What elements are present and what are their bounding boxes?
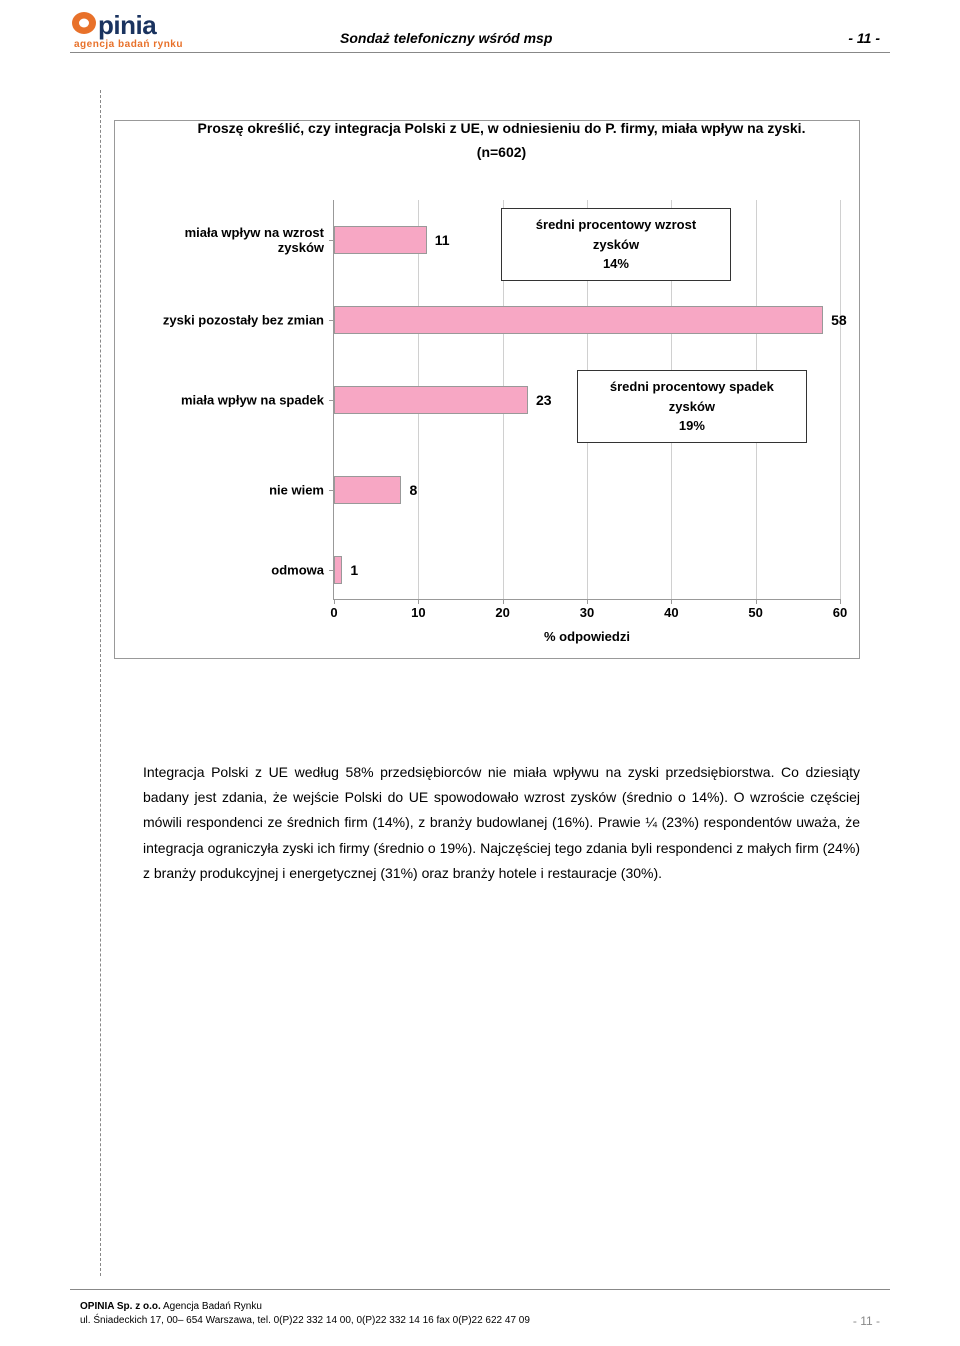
narrative-text: Integracja Polski z UE według 58% przeds… [143, 760, 860, 886]
bar [334, 476, 401, 504]
y-category-label: odmowa [154, 563, 334, 578]
bar-chart: % odpowiedzi 0102030405060miała wpływ na… [153, 200, 860, 640]
annotation-line1: średni procentowy wzrost zysków [512, 215, 720, 254]
bar-row: zyski pozostały bez zmian58 [334, 300, 840, 340]
chart-title: Proszę określić, czy integracja Polski z… [113, 120, 890, 136]
plot-area: % odpowiedzi 0102030405060miała wpływ na… [333, 200, 840, 600]
bar [334, 226, 427, 254]
header-divider [70, 52, 890, 53]
chart-n-label: (n=602) [113, 144, 890, 160]
y-category-label: zyski pozostały bez zmian [154, 313, 334, 328]
footer-company-suffix: Agencja Badań Rynku [161, 1301, 262, 1312]
logo-icon [70, 10, 98, 41]
annotation-line2: 14% [512, 254, 720, 274]
y-category-label: miała wpływ na spadek [154, 393, 334, 408]
content-area: Proszę określić, czy integracja Polski z… [100, 90, 890, 1276]
bar-value-label: 1 [350, 562, 358, 578]
x-tick-label: 10 [411, 599, 425, 620]
x-tick-label: 0 [330, 599, 337, 620]
y-category-label: miała wpływ na wzrost zysków [154, 225, 334, 255]
bar-row: nie wiem8 [334, 470, 840, 510]
annotation-line1: średni procentowy spadek zysków [588, 377, 796, 416]
document-title: Sondaż telefoniczny wśród msp [340, 30, 552, 46]
bar [334, 556, 342, 584]
page-footer: OPINIA Sp. z o.o. Agencja Badań Rynku ul… [80, 1300, 880, 1328]
bar-value-label: 23 [536, 392, 552, 408]
bar [334, 306, 823, 334]
y-category-label: nie wiem [154, 483, 334, 498]
bar-value-label: 11 [435, 232, 450, 248]
logo-block: pinia agencja badań rynku [70, 10, 183, 50]
footer-address: ul. Śniadeckich 17, 00– 654 Warszawa, te… [80, 1315, 530, 1326]
bar-value-label: 58 [831, 312, 847, 328]
footer-left: OPINIA Sp. z o.o. Agencja Badań Rynku ul… [80, 1300, 530, 1328]
x-tick-label: 30 [580, 599, 594, 620]
chart-annotation: średni procentowy wzrost zysków14% [501, 208, 731, 281]
x-tick-label: 20 [495, 599, 509, 620]
chart-annotation: średni procentowy spadek zysków19% [577, 370, 807, 443]
x-tick-label: 40 [664, 599, 678, 620]
annotation-line2: 19% [588, 416, 796, 436]
logo-sub-text: agencja badań rynku [70, 39, 183, 50]
bar-row: odmowa1 [334, 550, 840, 590]
bar-value-label: 8 [409, 482, 417, 498]
x-tick-label: 60 [833, 599, 847, 620]
footer-divider [70, 1289, 890, 1290]
x-tick-label: 50 [748, 599, 762, 620]
logo-main-text: pinia [98, 10, 156, 41]
page-indicator-bottom: - 11 - [853, 1314, 880, 1328]
footer-company: OPINIA Sp. z o.o. [80, 1301, 161, 1312]
page-header: Sondaż telefoniczny wśród msp - 11 - [340, 30, 880, 46]
gridline [840, 200, 841, 599]
page-indicator-top: - 11 - [848, 30, 880, 46]
bar [334, 386, 528, 414]
